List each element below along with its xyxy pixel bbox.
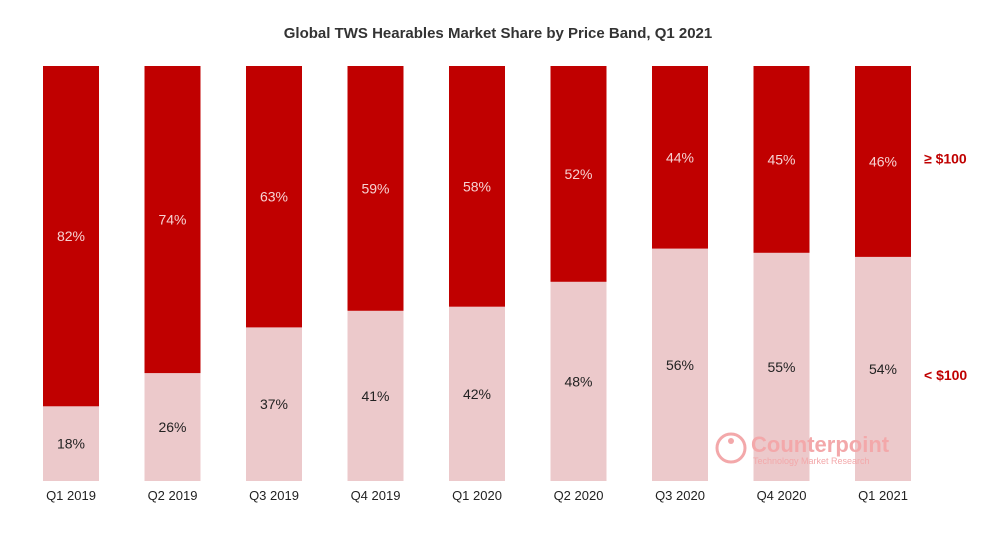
bar-segment-under-100 <box>855 256 911 481</box>
data-label: 56% <box>666 357 694 373</box>
data-label: 82% <box>57 228 85 244</box>
data-label: 59% <box>361 180 389 196</box>
data-label: 41% <box>361 388 389 404</box>
data-label: 63% <box>260 189 288 205</box>
bar-segment-over-100 <box>144 66 201 374</box>
legend: < $100 ≥ $100 <box>924 150 967 383</box>
bar-segment-over-100 <box>43 66 99 407</box>
bar-segment-over-100 <box>550 66 607 282</box>
x-tick-label: Q4 2020 <box>757 488 807 503</box>
data-label: 45% <box>767 151 795 167</box>
bar-segment-over-100 <box>246 66 302 328</box>
legend-label-under-100: < $100 <box>924 367 967 383</box>
bar-segment-over-100 <box>449 66 505 307</box>
bar-segment-under-100 <box>347 310 404 481</box>
x-tick-label: Q3 2020 <box>655 488 705 503</box>
data-label: 58% <box>463 178 491 194</box>
bar-segment-under-100 <box>246 327 302 481</box>
data-label: 74% <box>158 212 186 228</box>
x-tick-label: Q3 2019 <box>249 488 299 503</box>
data-label: 55% <box>767 359 795 375</box>
chart-title: Global TWS Hearables Market Share by Pri… <box>284 25 713 42</box>
x-tick-label: Q2 2019 <box>148 488 198 503</box>
bar-segment-under-100 <box>652 248 708 481</box>
x-tick-label: Q4 2019 <box>351 488 401 503</box>
bar-segment-under-100 <box>449 306 505 481</box>
bar-segment-under-100 <box>550 281 607 481</box>
watermark-name: Counterpoint <box>751 432 890 457</box>
x-tick-label: Q1 2019 <box>46 488 96 503</box>
data-label: 48% <box>564 373 592 389</box>
bar-segment-over-100 <box>652 66 708 249</box>
x-tick-label: Q1 2020 <box>452 488 502 503</box>
data-label: 46% <box>869 153 897 169</box>
bar-segment-under-100 <box>43 406 99 481</box>
data-label: 37% <box>260 396 288 412</box>
data-label: 26% <box>158 419 186 435</box>
bar-segment-over-100 <box>753 66 810 253</box>
x-tick-label: Q2 2020 <box>554 488 604 503</box>
data-label: 44% <box>666 149 694 165</box>
bars-layer: 18% 82% Q1 2019 26% 74% Q2 2019 37% 63% Q3 2019 4… <box>43 66 911 503</box>
data-label: 52% <box>564 166 592 182</box>
data-label: 54% <box>869 361 897 377</box>
bar-segment-over-100 <box>855 66 911 257</box>
watermark-tagline: Technology Market Research <box>753 456 870 466</box>
watermark: Counterpoint Technology Market Research <box>715 432 890 466</box>
bar-segment-under-100 <box>144 373 201 481</box>
bar-segment-over-100 <box>347 66 404 311</box>
counterpoint-logo-icon <box>715 432 747 464</box>
bar-segment-under-100 <box>753 252 810 481</box>
data-label: 18% <box>57 436 85 452</box>
x-tick-label: Q1 2021 <box>858 488 908 503</box>
legend-label-over-100: ≥ $100 <box>924 150 967 166</box>
data-label: 42% <box>463 386 491 402</box>
